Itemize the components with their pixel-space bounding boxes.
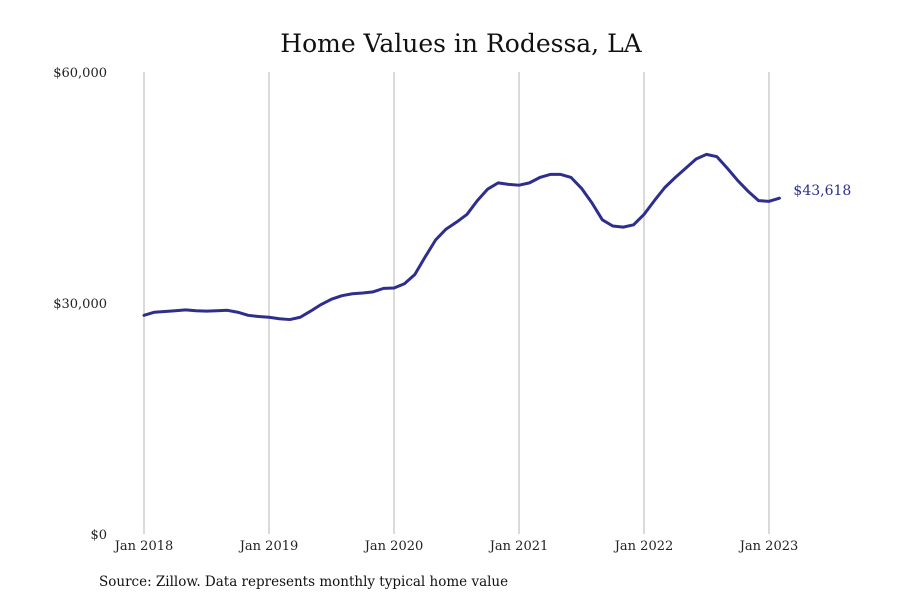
end-value-label: $43,618 <box>793 183 851 199</box>
x-tick-label: Jan 2020 <box>363 539 424 554</box>
y-tick-label: $0 <box>90 528 107 543</box>
x-axis-tick-labels: Jan 2018 Jan 2019 Jan 2020 Jan 2021 Jan 2022… <box>113 539 799 554</box>
chart-title: Home Values in Rodessa, LA <box>280 29 642 58</box>
x-tick-label: Jan 2018 <box>113 539 174 554</box>
gridlines <box>143 72 770 534</box>
x-tick-label: Jan 2023 <box>738 539 799 554</box>
y-tick-label: $60,000 <box>53 66 107 81</box>
y-tick-label: $30,000 <box>53 297 107 312</box>
series-line <box>142 152 781 322</box>
y-axis-tick-labels: $0 $30,000 $60,000 <box>53 66 107 543</box>
source-note: Source: Zillow. Data represents monthly … <box>99 574 508 590</box>
x-tick-label: Jan 2022 <box>613 539 674 554</box>
x-tick-label: Jan 2019 <box>238 539 299 554</box>
x-tick-label: Jan 2021 <box>488 539 549 554</box>
